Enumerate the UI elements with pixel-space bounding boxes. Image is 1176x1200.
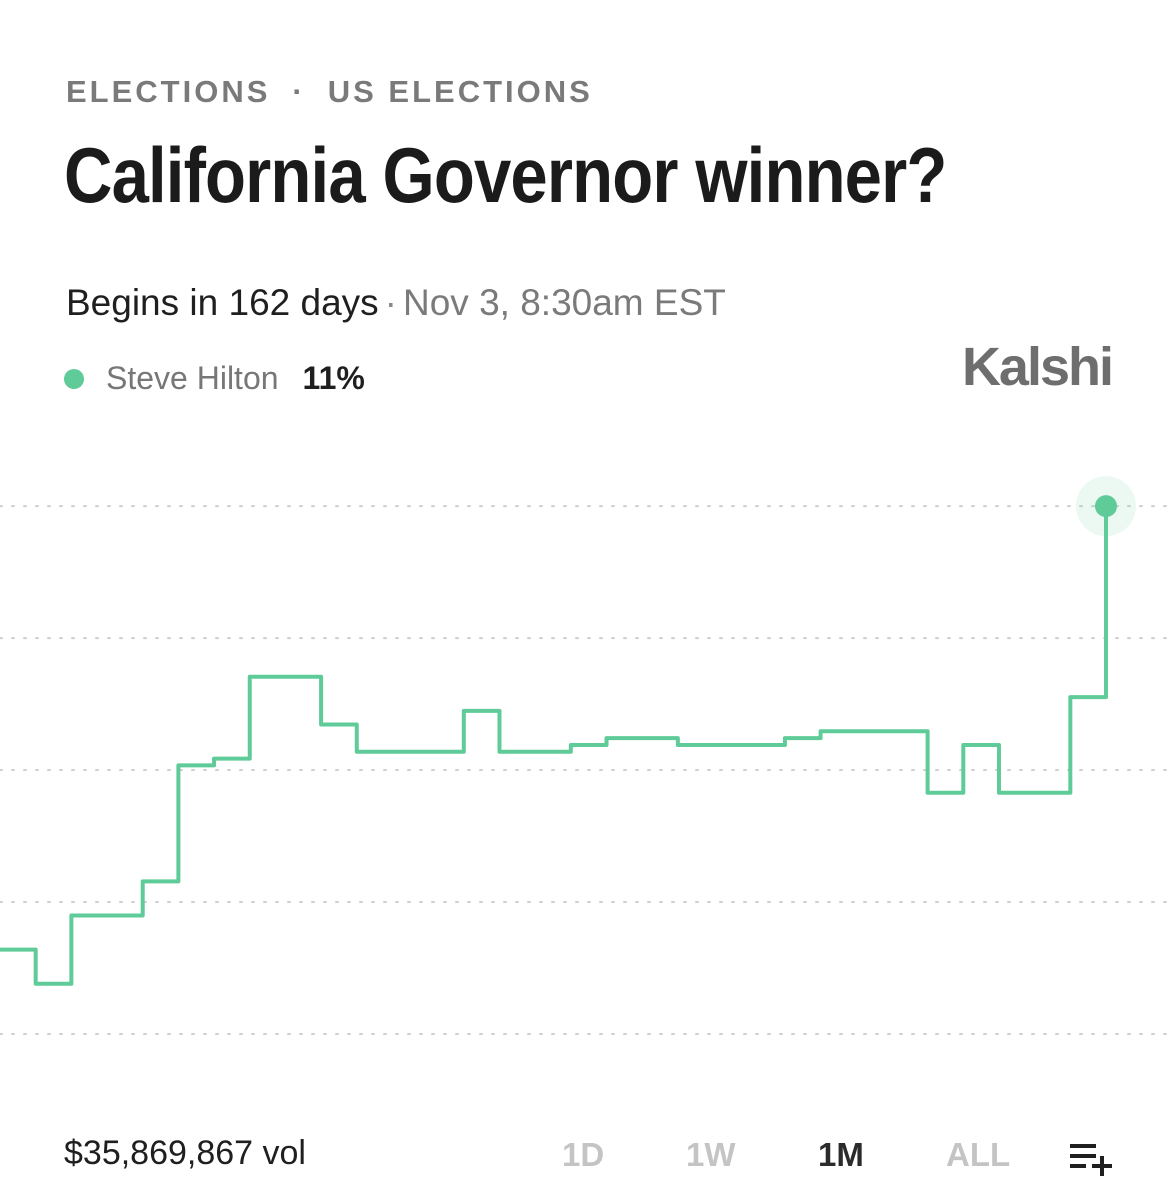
range-tab-1w[interactable]: 1W bbox=[686, 1136, 736, 1173]
range-tab-1m[interactable]: 1M bbox=[818, 1136, 864, 1173]
page-title: California Governor winner? bbox=[64, 131, 947, 219]
legend-dot-icon bbox=[64, 368, 84, 389]
market-schedule: Begins in 162 days · Nov 3, 8:30am EST bbox=[66, 282, 726, 324]
breadcrumb-separator: · bbox=[292, 74, 306, 109]
series-line-steve-hilton bbox=[0, 506, 1108, 986]
schedule-separator: · bbox=[384, 282, 397, 323]
kalshi-logo: Kalshi bbox=[961, 337, 1114, 397]
price-chart[interactable] bbox=[0, 440, 1176, 1100]
playlist-add-icon[interactable] bbox=[1068, 1138, 1114, 1178]
event-date: Nov 3, 8:30am EST bbox=[403, 282, 726, 323]
chart-footer: $35,869,867 vol 1D 1W 1M ALL bbox=[0, 1130, 1176, 1182]
current-point bbox=[1095, 495, 1117, 518]
legend-series-name: Steve Hilton bbox=[106, 360, 279, 396]
chart-current-marker bbox=[1076, 476, 1136, 537]
begins-countdown: Begins in 162 days bbox=[66, 282, 379, 323]
chart-legend: Steve Hilton 11% bbox=[64, 360, 365, 397]
range-tab-1d[interactable]: 1D bbox=[562, 1136, 605, 1173]
breadcrumb-category[interactable]: ELECTIONS bbox=[66, 74, 271, 109]
trade-volume: $35,869,867 vol bbox=[64, 1134, 306, 1172]
breadcrumb: ELECTIONS · US ELECTIONS bbox=[66, 74, 593, 110]
chart-gridlines bbox=[0, 505, 1176, 1035]
legend-series-value: 11% bbox=[302, 360, 365, 396]
breadcrumb-subcategory[interactable]: US ELECTIONS bbox=[327, 74, 593, 109]
chart-series bbox=[0, 506, 1108, 986]
range-tab-all[interactable]: ALL bbox=[946, 1136, 1011, 1173]
